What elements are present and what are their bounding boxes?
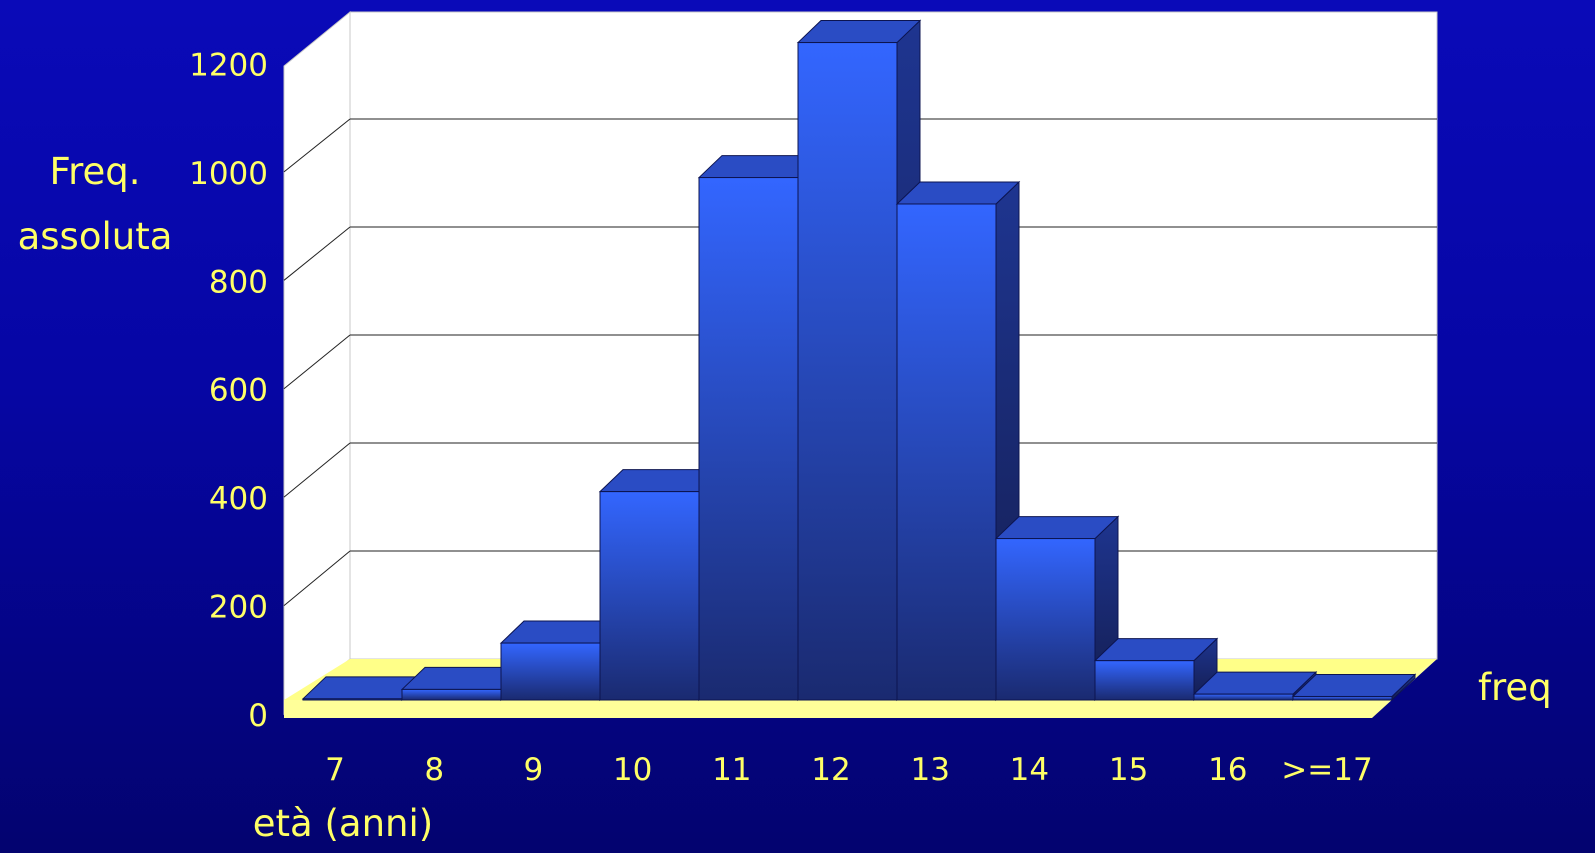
y-tick-labels: 0 200 400 600 800 1000 1200	[189, 47, 268, 734]
x-tick-14: 14	[1010, 752, 1049, 788]
x-tick->=17: >=17	[1281, 752, 1372, 788]
x-tick-labels: 7 8 9 10 11 12 13 14 15 16 >=17	[325, 752, 1373, 788]
x-tick-16: 16	[1208, 752, 1247, 788]
y-tick-1000: 1000	[189, 156, 268, 192]
y-axis-label-line1: Freq.	[49, 150, 140, 193]
x-tick-11: 11	[712, 752, 751, 788]
x-tick-12: 12	[811, 752, 850, 788]
y-tick-400: 400	[209, 481, 268, 517]
bar-14	[994, 515, 1120, 702]
x-tick-9: 9	[524, 752, 544, 788]
y-axis-label-line2: assoluta	[18, 215, 173, 258]
x-axis-label: età (anni)	[253, 802, 433, 845]
x-tick-8: 8	[424, 752, 444, 788]
y-tick-0: 0	[248, 698, 268, 734]
x-tick-10: 10	[613, 752, 652, 788]
x-tick-7: 7	[325, 752, 345, 788]
x-tick-13: 13	[910, 752, 949, 788]
bar-15	[1093, 637, 1219, 702]
series-label: freq	[1478, 666, 1552, 709]
y-tick-200: 200	[209, 590, 268, 626]
x-tick-15: 15	[1109, 752, 1148, 788]
y-tick-800: 800	[209, 264, 268, 300]
bar->=17	[1291, 673, 1417, 702]
y-tick-600: 600	[209, 373, 268, 409]
bars	[301, 19, 1417, 702]
y-tick-1200: 1200	[189, 47, 268, 83]
